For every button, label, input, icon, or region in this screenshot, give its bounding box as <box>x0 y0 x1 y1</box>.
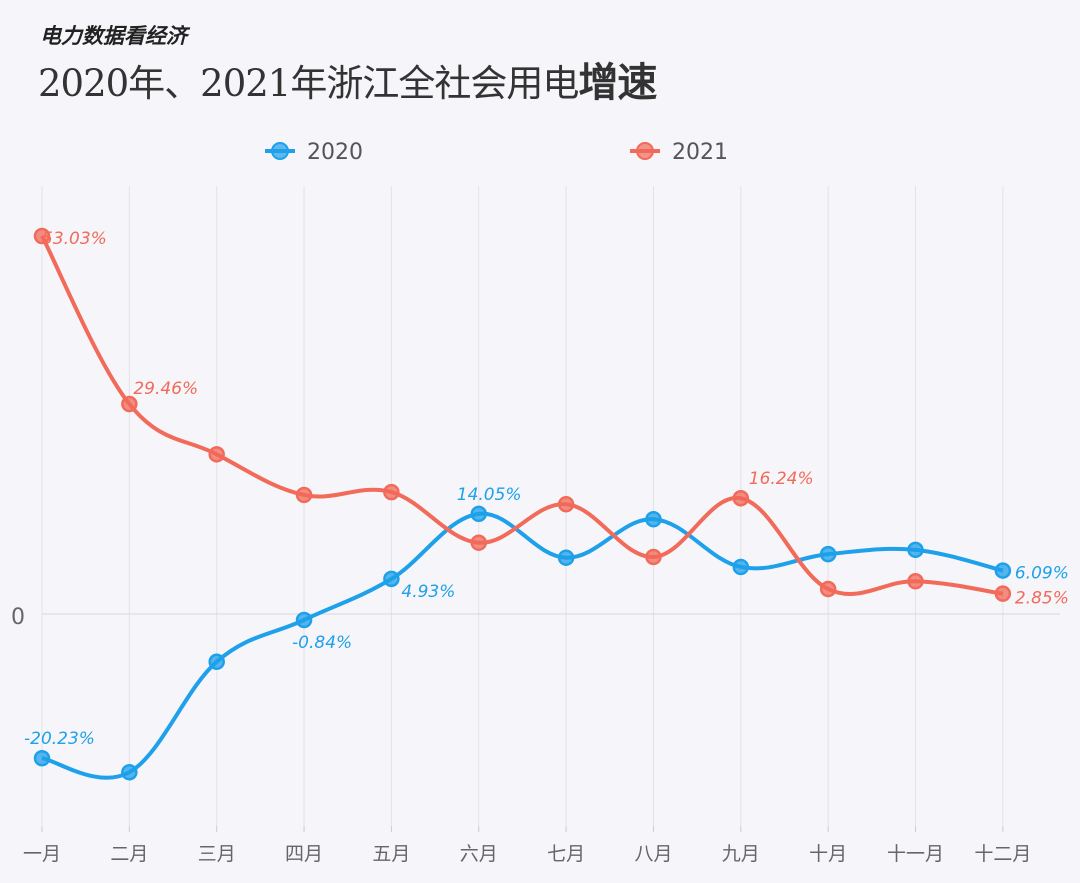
data-point-2021 <box>470 534 487 551</box>
x-tick-label: 七月 <box>547 843 585 865</box>
data-point-2020 <box>470 505 487 523</box>
x-tick-label: 十月 <box>809 843 847 865</box>
data-label-2020: 4.93% <box>401 582 455 602</box>
data-point-2021 <box>208 446 225 463</box>
data-point-2021 <box>819 580 837 598</box>
legend-label-2021: 2021 <box>672 140 728 165</box>
data-label-2021: 16.24% <box>749 469 814 489</box>
legend-label-2020: 2020 <box>307 140 363 165</box>
data-point-2021 <box>557 495 575 513</box>
chart-title: 2020年、2021年浙江全社会用电增速 <box>38 50 657 108</box>
data-point-2020 <box>383 570 400 588</box>
data-point-2020 <box>295 611 313 629</box>
data-point-2020 <box>557 549 575 566</box>
data-point-2021 <box>907 572 924 590</box>
data-point-2021 <box>33 227 51 245</box>
x-tick-label: 十二月 <box>974 843 1031 865</box>
x-tick-label: 六月 <box>460 843 498 865</box>
x-tick-label: 九月 <box>722 843 760 865</box>
data-point-2021 <box>383 483 400 501</box>
data-point-2021 <box>295 486 313 504</box>
x-tick-label: 八月 <box>634 843 672 865</box>
brand-label: 电力数据看经济 <box>40 24 187 48</box>
data-point-2021 <box>645 548 662 566</box>
title-bold: 增速 <box>578 60 657 106</box>
legend-marker <box>271 142 289 160</box>
y-tick-label: 0 <box>11 605 25 630</box>
x-tick-label: 四月 <box>285 843 323 865</box>
data-label-2021: 2.85% <box>1015 589 1069 609</box>
data-point-2020 <box>121 763 138 781</box>
legend-marker <box>636 142 654 160</box>
data-point-2021 <box>121 395 138 413</box>
data-label-2020: 6.09% <box>1015 564 1069 584</box>
data-label-2020: -20.23% <box>24 729 95 749</box>
x-tick-label: 一月 <box>23 843 61 865</box>
data-point-2020 <box>819 545 837 563</box>
data-point-2021 <box>994 585 1012 602</box>
data-point-2020 <box>33 749 51 767</box>
x-tick-label: 二月 <box>110 843 148 865</box>
data-point-2020 <box>645 510 662 528</box>
data-point-2020 <box>994 562 1012 579</box>
data-point-2020 <box>907 541 924 559</box>
data-label-2021: 53.03% <box>42 229 107 249</box>
data-label-2020: -0.84% <box>292 633 352 653</box>
data-label-2021: 29.46% <box>133 379 198 399</box>
x-tick-label: 五月 <box>372 843 410 865</box>
series-line-2020 <box>41 511 1004 780</box>
data-label-2020: 14.05% <box>457 485 522 505</box>
data-point-2021 <box>732 489 750 507</box>
data-point-2020 <box>732 558 750 576</box>
x-tick-label: 三月 <box>198 843 236 865</box>
data-point-2020 <box>208 653 225 671</box>
x-tick-label: 十一月 <box>887 843 944 865</box>
title-main: 2020年、2021年浙江全社会用电 <box>38 62 579 105</box>
series-line-2021 <box>40 235 1004 596</box>
